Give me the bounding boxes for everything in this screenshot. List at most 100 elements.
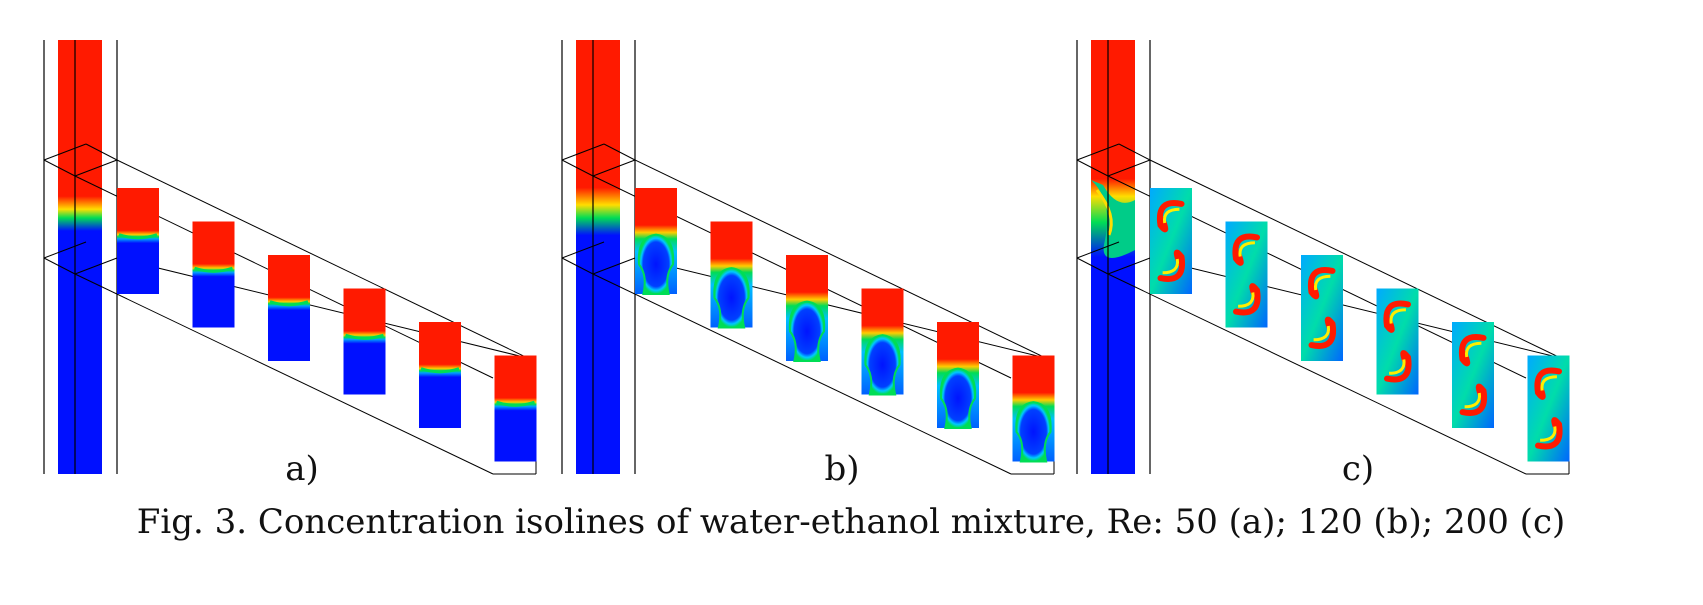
cross-section-3 — [1301, 255, 1343, 361]
section-fill — [268, 255, 310, 361]
upper-spiral-edge — [1389, 308, 1406, 324]
upper-spiral — [1307, 267, 1336, 300]
channel-edge-7 — [116, 159, 537, 363]
inlet-column — [576, 40, 620, 474]
lower-spiral-edge — [1313, 325, 1331, 342]
channel-edge-0 — [561, 159, 594, 177]
cross-section-6 — [494, 355, 537, 462]
interface-line — [420, 367, 460, 374]
mushroom-blob — [713, 267, 750, 329]
section-fill — [419, 322, 461, 428]
cross-section-3 — [268, 255, 310, 361]
channel-edge-6 — [561, 241, 605, 259]
upper-spiral — [1383, 300, 1411, 333]
cross-section-5 — [1452, 322, 1494, 428]
channel-edge-9 — [116, 257, 537, 361]
section-fill — [494, 355, 537, 462]
section-fill — [117, 188, 159, 294]
cross-section-3 — [786, 255, 828, 362]
channel-edge-3 — [603, 143, 636, 161]
lower-spiral — [1233, 283, 1261, 316]
column-mixing-edge — [1095, 189, 1113, 236]
cross-section-4 — [861, 288, 904, 396]
channel-edge-7 — [1149, 159, 1570, 363]
channel-edge-7 — [634, 159, 1055, 363]
interface-line — [496, 400, 535, 407]
channel-edge-4 — [1076, 257, 1109, 275]
channel-edge-9 — [1149, 257, 1570, 361]
inlet-column — [58, 40, 102, 474]
cross-section-2 — [192, 221, 235, 328]
panel-b — [561, 40, 1055, 475]
channel-edge-2 — [1076, 143, 1120, 161]
cross-section-4 — [343, 288, 386, 395]
cross-section-1 — [635, 188, 677, 295]
figure-caption: Fig. 3. Concentration isolines of water-… — [137, 502, 1566, 542]
cross-section-1 — [117, 188, 159, 294]
channel-edge-6 — [43, 241, 87, 259]
lower-spiral-edge — [1162, 258, 1180, 275]
channel-edge-4 — [561, 257, 594, 275]
channel-edge-6 — [1076, 241, 1120, 259]
channel-edge-5 — [1107, 257, 1151, 275]
channel-edge-10 — [592, 273, 1012, 475]
section-fill — [192, 221, 235, 328]
upper-spiral — [1156, 200, 1185, 233]
upper-spiral-edge — [1313, 274, 1331, 291]
panel-label-c: c) — [1342, 449, 1374, 489]
channel-edge-1 — [592, 159, 636, 177]
channel-edge-2 — [43, 143, 87, 161]
cross-section-5 — [937, 322, 979, 429]
channel-edge-10 — [1107, 273, 1527, 475]
upper-spiral — [1458, 334, 1487, 367]
channel-edge-0 — [1076, 159, 1109, 177]
lower-spiral-edge — [1238, 292, 1255, 308]
channel-edge-1 — [1107, 159, 1151, 177]
cross-section-2 — [1225, 221, 1268, 328]
column-mixing-zone — [1091, 180, 1135, 258]
upper-spiral-edge — [1162, 207, 1180, 224]
lower-spiral — [1157, 249, 1186, 282]
mushroom-blob — [939, 367, 977, 429]
channel-edge-5 — [592, 257, 636, 275]
upper-spiral-edge — [1464, 341, 1482, 358]
channel-edge-2 — [561, 143, 605, 161]
lower-spiral-edge — [1464, 392, 1482, 409]
cross-section-2 — [710, 221, 753, 329]
channel-edge-5 — [74, 257, 118, 275]
interface-line — [194, 266, 233, 273]
lower-spiral-edge — [1389, 359, 1406, 375]
lower-spiral — [1459, 383, 1488, 416]
channel-edge-0 — [43, 159, 76, 177]
panel-label-a: a) — [285, 449, 319, 489]
lower-spiral — [1308, 316, 1337, 349]
lower-spiral — [1384, 350, 1412, 383]
channel-edge-1 — [74, 159, 118, 177]
cross-section-1 — [1150, 188, 1192, 294]
channel-edge-4 — [43, 257, 76, 275]
channel-edge-9 — [634, 257, 1055, 361]
lower-spiral — [1535, 417, 1563, 450]
section-fill — [343, 288, 386, 395]
channel-edge-3 — [1118, 143, 1151, 161]
panel-a — [43, 40, 537, 475]
cross-section-6 — [1012, 355, 1055, 463]
upper-spiral-edge — [1540, 375, 1557, 391]
panel-c — [1076, 40, 1570, 475]
upper-spiral — [1534, 367, 1562, 400]
mushroom-blob — [637, 233, 675, 295]
mushroom-blob — [788, 300, 826, 362]
channel-edge-3 — [85, 143, 118, 161]
channel-edge-10 — [74, 273, 494, 475]
upper-spiral — [1232, 233, 1260, 266]
cross-section-4 — [1376, 288, 1419, 395]
panel-label-b: b) — [824, 449, 859, 489]
mushroom-blob — [1015, 401, 1052, 463]
cross-section-6 — [1527, 355, 1570, 462]
mushroom-blob — [864, 334, 901, 396]
cross-section-5 — [419, 322, 461, 428]
interface-line — [269, 300, 309, 307]
lower-spiral-edge — [1540, 426, 1557, 442]
interface-line — [118, 233, 158, 240]
